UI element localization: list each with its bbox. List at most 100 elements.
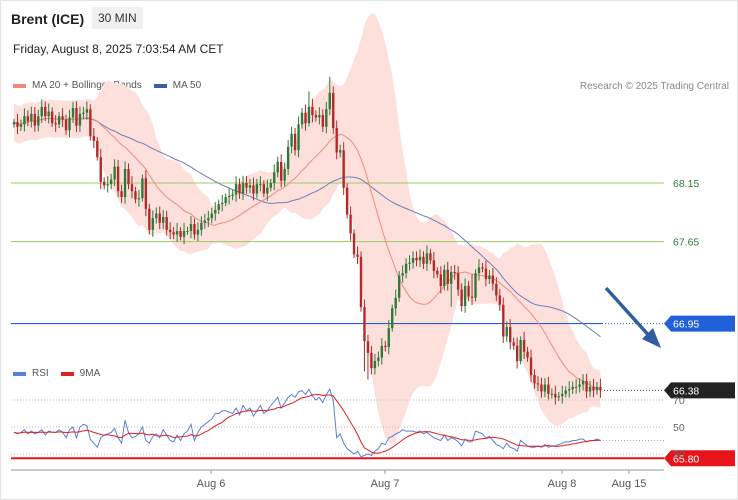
- chart-datetime: Friday, August 8, 2025 7:03:54 AM CET: [13, 42, 224, 56]
- x-tick-label-0: Aug 6: [197, 478, 226, 490]
- candle: [165, 216, 168, 230]
- candle: [439, 274, 443, 287]
- candle: [44, 106, 47, 117]
- candle: [255, 184, 259, 194]
- candle: [269, 183, 272, 188]
- candle: [453, 272, 456, 274]
- candle: [82, 112, 85, 114]
- candle: [193, 224, 196, 235]
- ma20-swatch-icon: [13, 83, 26, 88]
- candle: [238, 184, 241, 194]
- candle: [384, 345, 387, 347]
- candle: [401, 273, 404, 276]
- candle: [283, 168, 286, 181]
- candle: [370, 352, 373, 369]
- candle: [144, 178, 148, 209]
- candle: [554, 393, 557, 398]
- candle: [456, 273, 460, 290]
- x-tick-label-1: Aug 7: [371, 478, 400, 490]
- bollinger-band: [14, 13, 601, 445]
- level-label-2: 66.95: [673, 319, 699, 331]
- candle: [425, 253, 429, 264]
- candle: [477, 267, 481, 274]
- candle: [498, 295, 501, 305]
- candle: [443, 269, 446, 287]
- candle: [286, 146, 290, 169]
- timeframe-button[interactable]: 30 MIN: [92, 7, 143, 29]
- rsi-level-label-2: 30: [673, 449, 685, 461]
- candle: [113, 166, 116, 180]
- candle: [68, 117, 71, 131]
- ma20-line: [13, 117, 601, 390]
- forecast-arrow-icon: [642, 328, 661, 348]
- candle: [429, 253, 432, 261]
- candle: [581, 380, 585, 385]
- level-tag-3: [664, 382, 735, 399]
- candle: [89, 109, 92, 137]
- candle: [248, 185, 252, 188]
- candle: [391, 308, 394, 329]
- candle: [505, 327, 508, 337]
- candle: [529, 357, 533, 376]
- candle: [297, 124, 300, 151]
- candle: [550, 393, 554, 395]
- candle: [467, 286, 470, 297]
- candle: [536, 383, 540, 385]
- candle: [547, 384, 550, 394]
- candle: [484, 268, 488, 280]
- candle: [172, 232, 175, 235]
- candle: [40, 106, 43, 117]
- legend-9ma: 9MA: [60, 368, 101, 379]
- candle: [75, 108, 78, 126]
- candle: [415, 257, 418, 261]
- candle: [491, 275, 495, 284]
- candle: [276, 161, 279, 173]
- ma50-swatch-icon: [153, 83, 167, 88]
- candle: [196, 229, 200, 235]
- candle: [116, 166, 120, 192]
- candle: [436, 270, 439, 275]
- candle: [37, 116, 40, 126]
- candle: [262, 184, 266, 194]
- candle: [321, 115, 325, 127]
- candle: [120, 191, 123, 198]
- 9ma-swatch-icon: [60, 371, 74, 376]
- candle: [168, 229, 172, 233]
- candle: [411, 257, 415, 263]
- candle: [588, 386, 592, 392]
- candle: [85, 109, 89, 113]
- candle: [279, 161, 283, 181]
- candle: [30, 113, 33, 121]
- candle: [307, 106, 311, 124]
- candle: [234, 184, 238, 195]
- legend-ma20-label: MA 20 + Bollinger Bands: [32, 80, 142, 91]
- candle: [332, 92, 335, 128]
- instrument-title: Brent (ICE): [11, 11, 85, 27]
- candle: [300, 112, 304, 125]
- candle: [568, 389, 571, 391]
- candle: [123, 168, 127, 198]
- candle: [189, 224, 193, 232]
- candle: [349, 214, 352, 234]
- forecast-arrow-shaft: [604, 286, 654, 341]
- candle: [592, 386, 595, 391]
- candle: [599, 386, 602, 391]
- candle: [325, 109, 328, 127]
- candle: [512, 342, 515, 346]
- candle: [241, 183, 245, 194]
- candle: [103, 181, 106, 186]
- candle: [109, 179, 113, 185]
- candle: [450, 272, 453, 284]
- candle: [519, 339, 522, 362]
- candle: [373, 361, 377, 369]
- candle: [470, 296, 474, 298]
- candle: [186, 231, 189, 233]
- candle: [137, 198, 141, 200]
- candle: [273, 172, 276, 183]
- candle: [363, 307, 366, 342]
- legend-9ma-label: 9MA: [79, 368, 101, 379]
- rsi-level-label-0: 70: [673, 395, 685, 407]
- candle: [311, 106, 314, 116]
- legend-ma50: MA 50: [153, 80, 201, 91]
